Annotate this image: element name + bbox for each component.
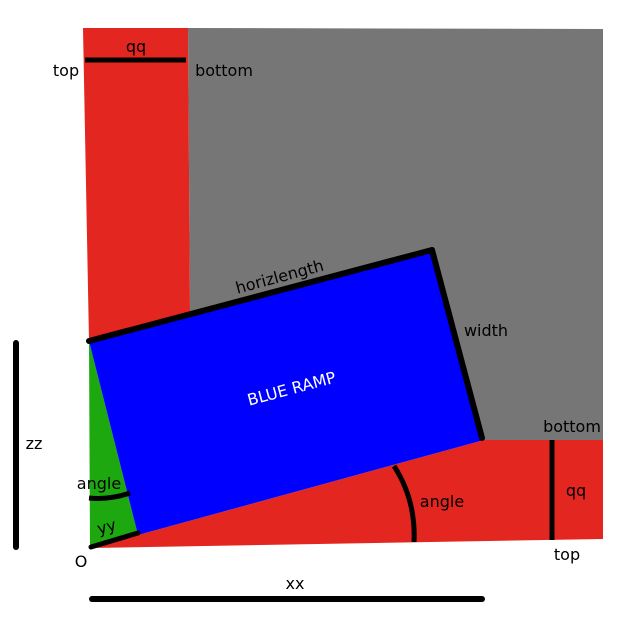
gray-region	[188, 28, 603, 440]
top-left-label: top	[53, 61, 79, 80]
blue-ramp	[89, 250, 484, 535]
top-right-label: top	[554, 545, 580, 564]
width-label: width	[464, 321, 508, 340]
yy-line	[88, 530, 141, 550]
ramp-top-edge-line	[86, 247, 435, 344]
origin-label: O	[75, 552, 88, 571]
angle-arc-left	[88, 490, 131, 501]
zz-label: zz	[26, 434, 43, 453]
qq-top-label: qq	[126, 37, 146, 56]
bottom-left-label: bottom	[195, 61, 253, 80]
red-vertical-strip	[83, 28, 190, 341]
xx-label: xx	[286, 574, 305, 593]
yy-label: yy	[95, 515, 118, 538]
red-bottom-strip	[90, 440, 603, 548]
angle-arc-bottom	[391, 464, 417, 543]
ramp-right-edge-line	[429, 247, 485, 441]
angle-bottom-label: angle	[420, 492, 464, 511]
angle-left-label: angle	[77, 474, 121, 493]
bottom-right-label: bottom	[543, 417, 601, 436]
qq-right-label: qq	[566, 481, 586, 500]
